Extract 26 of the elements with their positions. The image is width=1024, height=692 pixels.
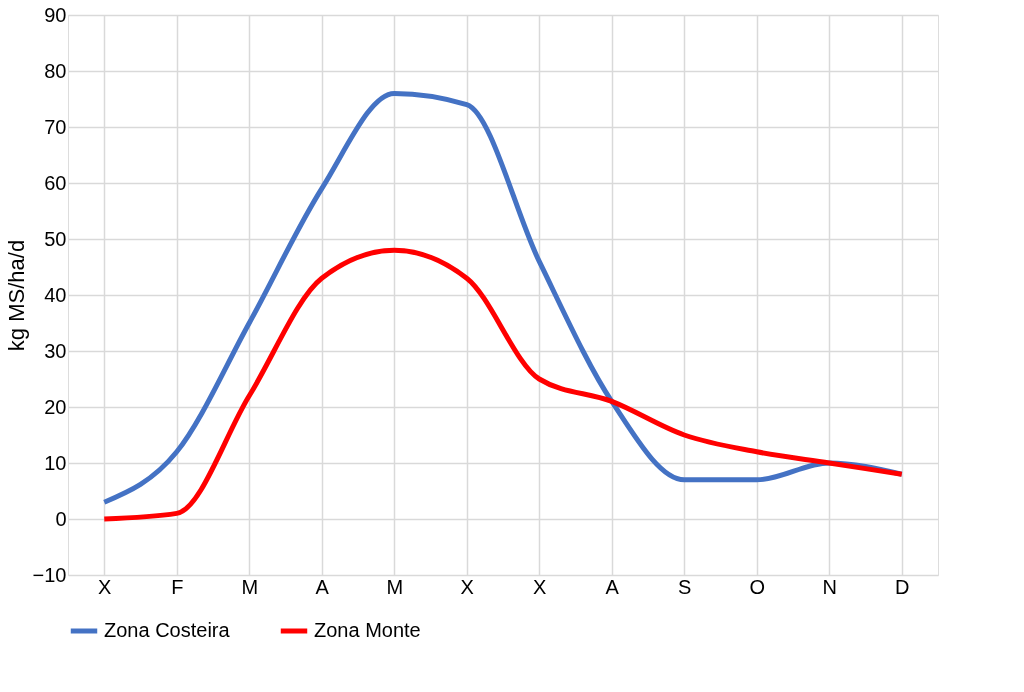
x-tick-label: S xyxy=(678,575,692,598)
x-tick-label: D xyxy=(895,575,910,598)
y-tick-label: 10 xyxy=(44,451,67,474)
y-tick-label: 30 xyxy=(44,339,67,362)
y-tick-label: 20 xyxy=(44,395,67,418)
y-tick-label: 70 xyxy=(44,115,67,138)
x-tick-label: N xyxy=(822,575,837,598)
x-tick-label: X xyxy=(460,575,474,598)
y-tick-label: 0 xyxy=(55,507,67,530)
y-tick-label: 60 xyxy=(44,171,67,194)
x-tick-label: X xyxy=(533,575,547,598)
y-tick-label: −10 xyxy=(32,563,67,586)
x-tick-label: M xyxy=(241,575,259,598)
legend-label: Zona Monte xyxy=(314,619,421,641)
y-tick-label: 40 xyxy=(44,283,67,306)
x-tick-label: A xyxy=(605,575,620,598)
x-tick-label: O xyxy=(749,575,766,598)
y-tick-label: 80 xyxy=(44,59,67,82)
legend-label: Zona Costeira xyxy=(104,619,231,641)
x-tick-label: A xyxy=(315,575,330,598)
x-tick-label: F xyxy=(171,575,184,598)
x-tick-label: M xyxy=(386,575,404,598)
y-tick-label: 50 xyxy=(44,227,67,250)
y-axis-title: kg MS/ha/d xyxy=(3,239,29,352)
y-tick-label: 90 xyxy=(44,3,67,26)
x-tick-label: X xyxy=(98,575,112,598)
